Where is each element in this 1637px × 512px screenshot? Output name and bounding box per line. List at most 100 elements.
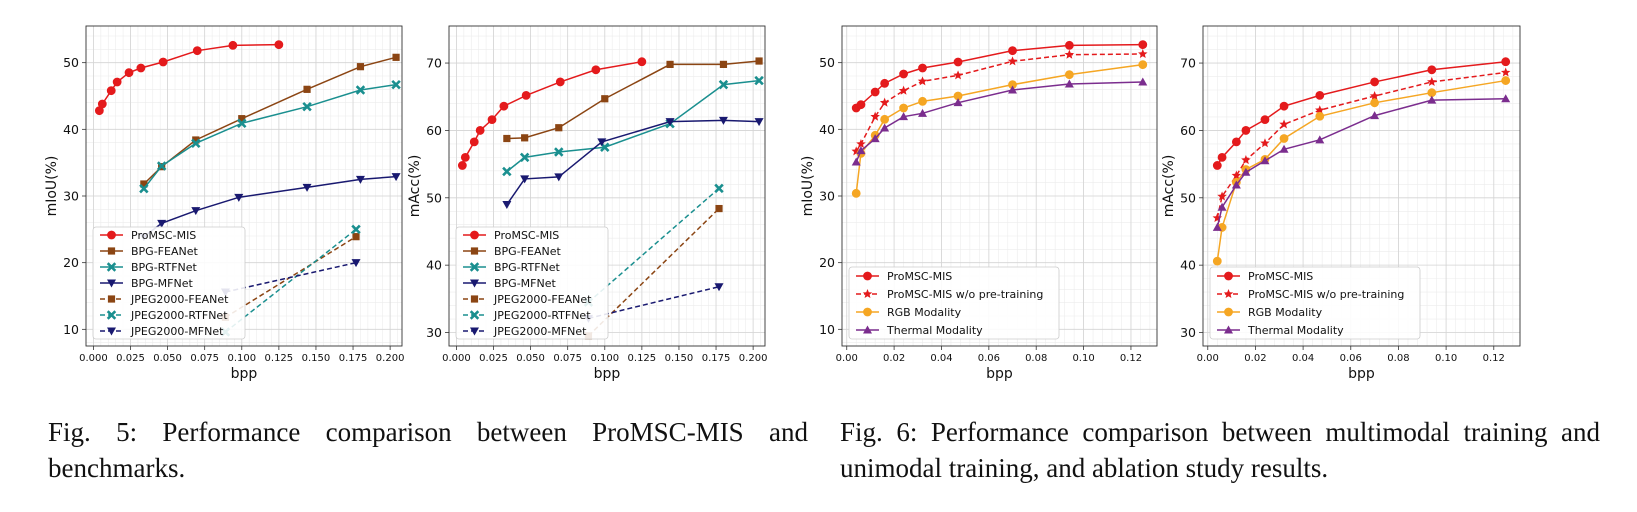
y-tick-label: 30: [63, 189, 79, 204]
data-point: [503, 134, 511, 143]
x-tick-label: 0.175: [702, 353, 731, 364]
legend-marker: [470, 295, 479, 303]
data-point: [754, 75, 764, 86]
x-tick-label: 0.050: [153, 353, 182, 364]
legend-marker: [1224, 325, 1233, 334]
y-axis-label: mAcc(%): [1161, 155, 1177, 218]
chart-panel-4: 0.00 0.02 0.04 0.06 0.08 0.10 0.12 30 40 50 60 70 bp…: [1161, 25, 1521, 382]
x-tick-label: 0.125: [265, 353, 294, 364]
data-point: [351, 224, 361, 235]
x-tick-label: 0.12: [1120, 353, 1142, 364]
data-point: [156, 161, 167, 171]
legend-entry: Thermal Modality: [1247, 324, 1344, 337]
x-tick-label: 0.200: [739, 353, 768, 364]
plot-frame: [448, 25, 766, 347]
legend-entry: RGB Modality: [887, 306, 962, 319]
data-point: [918, 108, 928, 117]
data-point: [1231, 137, 1241, 147]
series-promsc-mis: [851, 40, 1148, 113]
legend-entry: Thermal Modality: [886, 324, 983, 337]
data-point: [1212, 213, 1223, 223]
legend-entry: BPG-FEANet: [494, 245, 561, 258]
legend: ProMSC-MIS ProMSC-MIS w/o pre-training RGB…: [848, 266, 1060, 340]
data-point: [665, 118, 675, 127]
data-point: [870, 111, 880, 121]
y-tick-label: 30: [1180, 325, 1196, 340]
legend-entry: JPEG2000-FEANet: [130, 293, 229, 306]
chart-panel-3: 0.00 0.02 0.04 0.06 0.08 0.10 0.12 10 20 30 40 50 bp…: [800, 25, 1158, 382]
plot-frame: [841, 25, 1158, 347]
data-point: [521, 134, 529, 142]
x-tick-label: 0.10: [1435, 353, 1457, 364]
data-point: [555, 77, 565, 87]
legend-marker: [862, 289, 873, 299]
legend-entry: RGB Modality: [1248, 306, 1323, 319]
data-point: [591, 65, 601, 75]
series-line: [506, 60, 760, 140]
legend-entry: BPG-RTFNet: [131, 261, 198, 274]
data-point: [1064, 49, 1075, 59]
series-promsc-mis-w-o-pre-training: [851, 49, 1148, 156]
data-point: [719, 60, 728, 68]
legend-entry: ProMSC-MIS w/o pre-training: [887, 288, 1043, 301]
series-line: [588, 285, 720, 320]
legend: ProMSC-MIS BPG-FEANet BPG-RTFNet BPG-MFNet J…: [455, 226, 609, 340]
series-line: [98, 43, 279, 111]
data-point: [601, 95, 609, 103]
x-axis-label: bpp: [986, 366, 1013, 382]
legend-entry: BPG-FEANet: [131, 245, 198, 258]
y-tick-label: 50: [426, 190, 442, 205]
legend-marker: [1224, 271, 1233, 281]
data-point: [303, 85, 311, 93]
data-point: [97, 99, 107, 109]
data-point: [1370, 77, 1380, 87]
data-point: [597, 138, 607, 147]
data-point: [356, 63, 365, 71]
data-point: [1500, 67, 1511, 77]
data-point: [1279, 144, 1289, 153]
y-tick-label: 70: [426, 56, 442, 71]
x-tick-label: 0.04: [1292, 353, 1314, 364]
series-line: [1216, 98, 1506, 228]
x-tick-label: 0.175: [339, 353, 368, 364]
data-point: [391, 79, 401, 90]
data-point: [1217, 191, 1227, 201]
series-thermal-modality: [851, 77, 1148, 166]
data-point: [157, 219, 167, 228]
series-line: [225, 261, 357, 293]
series-promsc-mis: [1212, 57, 1511, 170]
legend-marker: [863, 307, 872, 317]
series-line: [587, 187, 720, 303]
data-point: [302, 101, 312, 112]
legend-entry: JPEG2000-MFNet: [130, 325, 224, 338]
data-point: [1279, 119, 1289, 129]
x-tick-label: 0.10: [1072, 353, 1094, 364]
data-point: [499, 101, 509, 111]
legend-entry: BPG-MFNet: [131, 277, 193, 290]
data-point: [554, 173, 564, 182]
data-point: [880, 114, 890, 124]
x-tick-label: 0.100: [227, 353, 256, 364]
series-line: [855, 53, 1143, 152]
series-line: [461, 60, 642, 166]
data-point: [391, 173, 401, 182]
data-point: [274, 40, 284, 50]
y-axis-label: mAcc(%): [407, 155, 423, 218]
data-point: [1501, 57, 1511, 67]
x-tick-label: 0.000: [79, 353, 108, 364]
data-point: [1007, 56, 1018, 66]
data-point: [238, 115, 246, 123]
series-line: [143, 83, 397, 190]
figure-5-caption: Fig. 5: Performance comparison between P…: [48, 417, 808, 483]
data-point: [1370, 98, 1380, 108]
data-point: [1370, 111, 1380, 120]
series-promsc-mis: [457, 57, 647, 170]
data-point: [1008, 46, 1017, 56]
legend-entry: JPEG2000-RTFNet: [493, 309, 591, 322]
data-point: [856, 139, 866, 149]
legend-marker: [470, 247, 479, 255]
data-point: [898, 85, 909, 95]
x-axis-label: bpp: [594, 366, 621, 382]
series-line: [855, 81, 1143, 163]
data-point: [457, 161, 467, 170]
